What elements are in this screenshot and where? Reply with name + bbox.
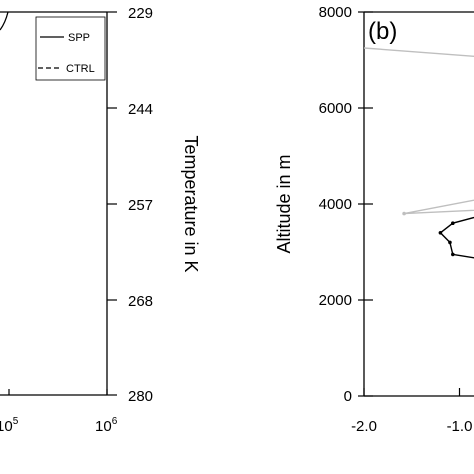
- x-axis-tick-label-1e5: 105: [0, 416, 19, 435]
- series-line-2: [403, 199, 474, 215]
- y-axis-tick-label: 2000: [319, 292, 352, 309]
- tick-exponent: 5: [13, 416, 19, 427]
- tick-base: 10: [0, 418, 13, 435]
- left-bottom-ticks: [8, 389, 108, 395]
- data-point: [451, 221, 455, 225]
- y-axis-ticks: 0 2000 4000 6000 8000: [319, 4, 373, 405]
- right-axis-tick-label: 257: [128, 197, 153, 214]
- y-axis-tick-label: 6000: [319, 100, 352, 117]
- tick-exponent: 6: [112, 416, 118, 427]
- x-axis-tick-label: -2.0: [351, 418, 377, 435]
- y-axis-tick-label: 0: [344, 388, 352, 405]
- svg-text:106: 106: [95, 416, 118, 435]
- right-axis-tick-label: 268: [128, 293, 153, 310]
- series-line-0: [439, 216, 474, 259]
- data-point: [448, 240, 452, 245]
- left-spp-curve-fragment: [0, 11, 9, 31]
- data-point: [402, 211, 406, 216]
- x-axis-tick-label: -1.0: [447, 418, 473, 435]
- right-panel: (b) Altitude in m 0 2000 4000 6000 8000 -2.0…: [274, 4, 474, 435]
- right-axis-tick-label: 280: [128, 388, 153, 405]
- y-axis-title: Altitude in m: [274, 154, 294, 253]
- right-axis-ticks: [107, 11, 117, 396]
- right-axis-tick-label: 229: [128, 5, 153, 22]
- left-panel: 229 244 257 268 280 Temperature in K 105…: [0, 5, 201, 435]
- x-axis-ticks: -2.0 -1.0: [351, 388, 472, 435]
- legend-label-ctrl: CTRL: [66, 63, 95, 75]
- legend-label-spp: SPP: [68, 32, 90, 44]
- svg-text:105: 105: [0, 416, 19, 435]
- plot-b-series: [363, 47, 474, 259]
- series-line-4: [363, 47, 474, 57]
- right-axis-tick-label: 244: [128, 101, 153, 118]
- data-point: [451, 252, 455, 257]
- tick-base: 10: [95, 418, 112, 435]
- y-axis-tick-label: 4000: [319, 196, 352, 213]
- y-axis-tick-label: 8000: [319, 4, 352, 21]
- x-axis-tick-label-1e6: 106: [95, 416, 118, 435]
- right-axis-tick-labels: 229 244 257 268 280: [128, 5, 153, 405]
- data-point: [438, 231, 443, 235]
- legend-box: [35, 16, 106, 81]
- legend: SPP CTRL: [35, 16, 106, 81]
- right-axis-title: Temperature in K: [181, 135, 201, 272]
- panel-label: (b): [368, 18, 397, 45]
